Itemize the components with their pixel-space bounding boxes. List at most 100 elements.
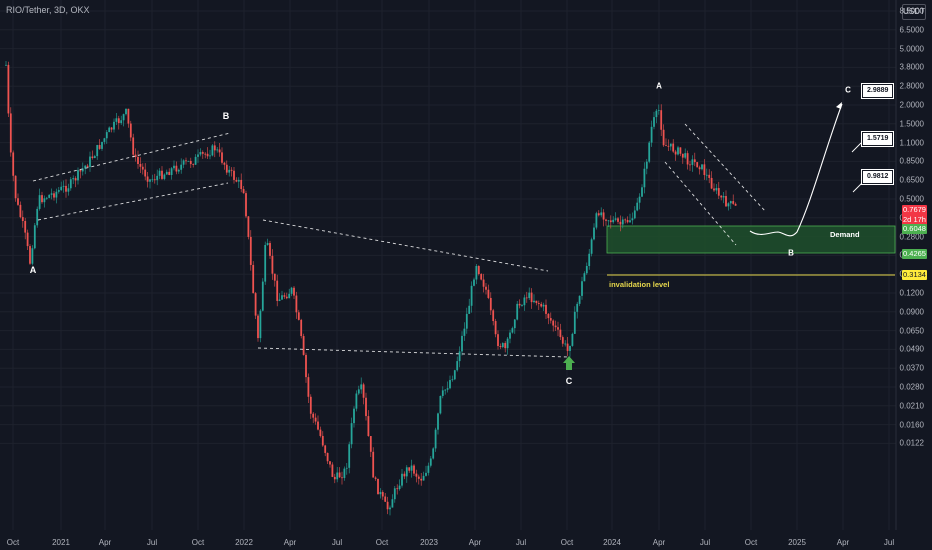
candle-body	[518, 303, 521, 306]
price-tick-label: 0.1200	[899, 288, 924, 298]
candle-body	[561, 337, 564, 344]
invalidation-label: invalidation level	[609, 280, 670, 289]
price-tick-label: 0.0210	[899, 401, 924, 411]
candle-body	[432, 448, 435, 459]
candle-body	[230, 169, 233, 171]
candle-body	[384, 496, 387, 502]
candle-body	[557, 327, 559, 330]
candle-body	[218, 149, 221, 153]
candle-body	[626, 220, 629, 223]
candle-body	[288, 293, 291, 299]
candle-body	[391, 499, 394, 508]
candle-body	[209, 155, 211, 157]
candle-body	[422, 475, 425, 481]
candle-body	[715, 188, 718, 191]
candle-body	[590, 239, 593, 254]
candle-body	[26, 232, 29, 247]
candle-body	[98, 145, 101, 149]
time-tick-label: Apr	[468, 538, 482, 547]
candle-body	[283, 295, 286, 297]
candle-body	[494, 321, 497, 335]
candle-body	[540, 303, 543, 307]
candle-body	[684, 153, 687, 158]
price-tick-label: 0.0122	[899, 438, 924, 448]
candle-body	[206, 153, 209, 157]
candle-body	[281, 295, 283, 300]
candle-body	[338, 472, 341, 478]
candle-body	[727, 203, 730, 207]
candle-body	[492, 310, 495, 322]
candle-body	[228, 169, 231, 173]
candle-body	[619, 221, 622, 225]
candle-body	[547, 313, 550, 319]
candle-body	[677, 147, 679, 155]
candle-body	[343, 468, 346, 478]
candle-body	[163, 174, 166, 179]
candle-body	[463, 328, 466, 336]
candle-body	[537, 302, 540, 304]
candle-body	[566, 343, 569, 351]
price-tick-label: 2.8000	[899, 81, 924, 91]
candle-body	[489, 297, 492, 311]
time-tick-label: Oct	[375, 538, 389, 547]
candle-body	[357, 389, 360, 394]
candle-body	[204, 153, 207, 155]
candle-body	[48, 194, 51, 198]
candle-body	[475, 265, 478, 280]
candle-body	[686, 153, 689, 165]
candle-body	[309, 396, 312, 414]
candle-body	[691, 159, 694, 165]
candle-body	[535, 300, 538, 303]
time-tick-label: 2022	[235, 538, 253, 547]
candle-body	[629, 220, 631, 223]
currency-button[interactable]: USDT	[902, 4, 926, 20]
candle-body	[573, 311, 576, 334]
candle-body	[235, 179, 238, 182]
candle-body	[645, 161, 648, 169]
price-tick-label: 0.0650	[899, 326, 924, 336]
candle-body	[110, 127, 113, 130]
candle-body	[50, 193, 53, 195]
time-tick-label: 2021	[52, 538, 70, 547]
candle-body	[528, 292, 531, 299]
candle-body	[672, 143, 675, 152]
candle-body	[96, 145, 99, 157]
candle-body	[89, 156, 91, 167]
candle-body	[105, 132, 108, 139]
candle-body	[65, 185, 67, 192]
price-tick-label: 1.5000	[899, 119, 924, 129]
candle-body	[29, 246, 31, 264]
candle-body	[669, 143, 672, 147]
candle-body	[165, 171, 168, 175]
wave-label-b-projection: B	[788, 248, 794, 258]
candle-body	[427, 465, 430, 473]
candle-body	[372, 451, 375, 478]
candle-body	[41, 195, 43, 203]
candle-body	[554, 325, 557, 328]
candle-body	[429, 458, 432, 466]
candle-body	[21, 217, 24, 222]
candle-body	[117, 118, 120, 124]
candle-body	[521, 305, 523, 307]
price-tick-label: 2.0000	[899, 100, 924, 110]
candle-body	[57, 190, 60, 192]
price-tick-label: 8.5000	[899, 6, 924, 16]
candle-body	[290, 287, 293, 294]
candle-body	[129, 123, 132, 138]
candle-body	[245, 193, 247, 217]
candle-body	[681, 153, 684, 158]
candle-body	[408, 467, 411, 471]
candle-body	[381, 492, 384, 497]
candle-body	[276, 280, 279, 301]
candle-body	[197, 154, 199, 157]
candle-body	[305, 354, 307, 378]
candle-body	[701, 164, 703, 170]
candle-body	[211, 145, 214, 156]
candle-body	[631, 218, 634, 221]
candle-body	[321, 435, 324, 446]
candle-body	[331, 464, 334, 477]
candle-body	[578, 295, 581, 304]
demand-top-tag: 0.6048	[902, 224, 927, 234]
candle-body	[194, 156, 197, 165]
